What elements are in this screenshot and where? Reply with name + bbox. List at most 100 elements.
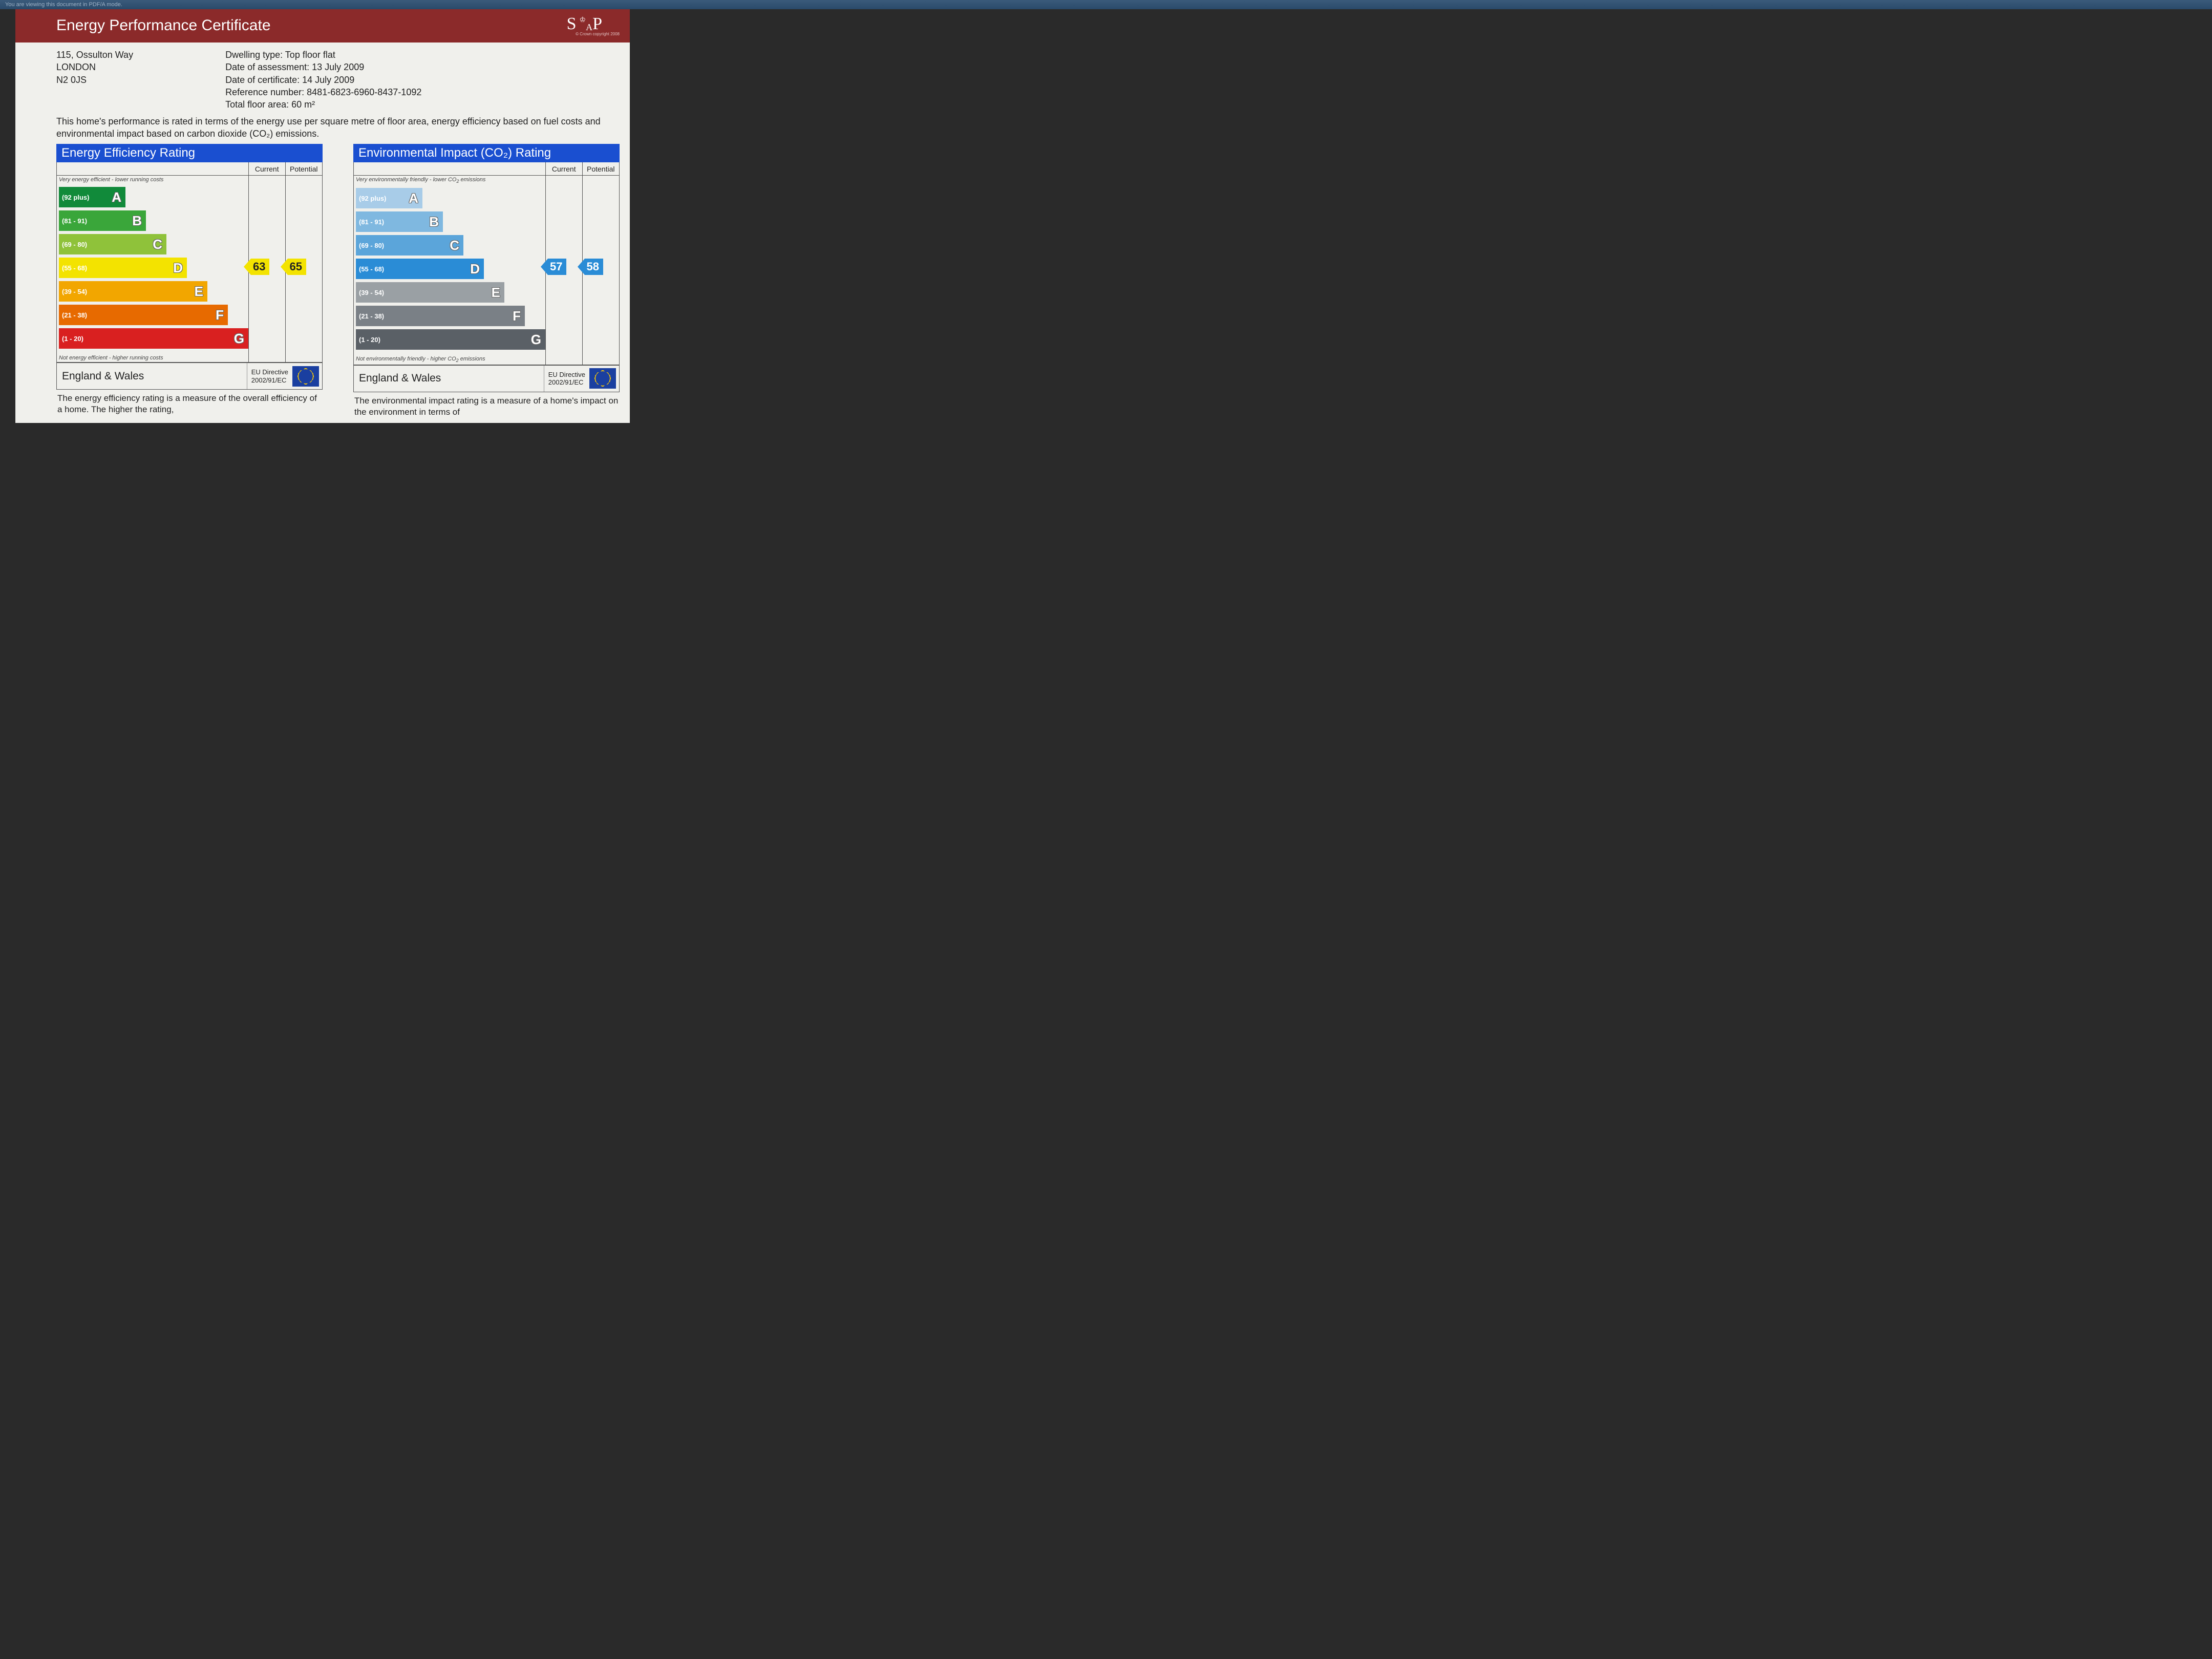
band-D: (55 - 68) D (59, 258, 187, 278)
marker-potential: 58 (578, 259, 603, 275)
band-range: (21 - 38) (59, 311, 87, 319)
energy-chart-title: Energy Efficiency Rating (56, 144, 323, 162)
col-head-current: Current (249, 162, 285, 176)
band-letter: D (470, 261, 480, 277)
eu-flag-icon (589, 368, 616, 389)
property-address: 115, Ossulton Way LONDON N2 0JS (56, 49, 133, 111)
bands-column: Very energy efficient - lower running co… (57, 162, 249, 362)
band-letter: E (492, 285, 500, 301)
band-B: (81 - 91) B (59, 210, 146, 231)
band-letter: D (173, 260, 183, 276)
band-A: (92 plus) A (59, 187, 125, 207)
band-range: (39 - 54) (59, 288, 87, 295)
rating-table: Very energy efficient - lower running co… (56, 162, 323, 363)
chart-footer: England & WalesEU Directive2002/91/EC (57, 363, 322, 389)
address-line3: N2 0JS (56, 74, 133, 86)
env-chart-title: Environmental Impact (CO₂) Rating (353, 144, 620, 162)
info-row: 115, Ossulton Way LONDON N2 0JS Dwelling… (15, 42, 630, 114)
band-range: (1 - 20) (59, 335, 83, 343)
rating-table: Very environmentally friendly - lower CO… (353, 162, 620, 365)
chart-below-text: The environmental impact rating is a mea… (353, 392, 620, 418)
chart-footer: England & WalesEU Directive2002/91/EC (354, 365, 619, 392)
band-letter: G (531, 332, 541, 348)
certificate-date: Date of certificate: 14 July 2009 (225, 74, 421, 86)
col-head-potential: Potential (286, 162, 323, 176)
bands-area: (92 plus) A (81 - 91) B (69 - 80) C (55 - 68) D… (57, 184, 248, 354)
band-F: (21 - 38) F (356, 306, 525, 326)
band-range: (55 - 68) (356, 265, 384, 273)
marker-value-potential: 65 (288, 259, 306, 275)
band-range: (21 - 38) (356, 312, 384, 320)
chart-below-text: The energy efficiency rating is a measur… (56, 390, 323, 415)
band-letter: F (216, 307, 224, 323)
logo-s: S (567, 14, 579, 34)
band-range: (1 - 20) (356, 336, 380, 344)
band-range: (92 plus) (356, 195, 386, 202)
top-label: Very energy efficient - lower running co… (57, 176, 248, 184)
band-letter: B (132, 213, 142, 229)
footer-country: England & Wales (354, 366, 544, 392)
footer-country: England & Wales (57, 363, 247, 389)
band-range: (92 plus) (59, 194, 89, 201)
floor-area: Total floor area: 60 m² (225, 98, 421, 111)
col-potential: Potential 65 (286, 162, 323, 362)
col-head-potential: Potential (583, 162, 620, 176)
marker-current: 57 (541, 259, 566, 275)
bands-area: (92 plus) A (81 - 91) B (69 - 80) C (55 - 68) D… (354, 185, 545, 355)
marker-current: 63 (244, 259, 269, 275)
marker-value-current: 63 (251, 259, 269, 275)
header-bar: Energy Performance Certificate S ♔ A P ©… (15, 9, 630, 42)
band-G: (1 - 20) G (356, 329, 545, 350)
band-range: (55 - 68) (59, 264, 87, 272)
bands-head (354, 162, 545, 176)
assessment-date: Date of assessment: 13 July 2009 (225, 61, 421, 73)
bands-column: Very environmentally friendly - lower CO… (354, 162, 546, 364)
footer-eu: EU Directive2002/91/EC (247, 368, 292, 384)
eu-flag-icon (292, 366, 319, 387)
band-B: (81 - 91) B (356, 211, 443, 232)
band-G: (1 - 20) G (59, 328, 248, 349)
band-letter: A (409, 190, 418, 206)
band-range: (69 - 80) (59, 241, 87, 248)
intro-text: This home's performance is rated in term… (15, 114, 630, 144)
band-range: (81 - 91) (356, 218, 384, 226)
band-letter: B (429, 214, 439, 230)
band-letter: F (513, 308, 521, 324)
reference-number: Reference number: 8481-6823-6960-8437-10… (225, 86, 421, 98)
band-C: (69 - 80) C (59, 234, 166, 254)
energy-chart: Energy Efficiency Rating Very energy effi… (56, 144, 323, 418)
band-range: (81 - 91) (59, 217, 87, 225)
address-line1: 115, Ossulton Way (56, 49, 133, 61)
band-letter: G (234, 331, 244, 347)
charts-row: Energy Efficiency Rating Very energy effi… (15, 144, 630, 418)
pdf-mode-bar: You are viewing this document in PDF/A m… (0, 0, 2212, 9)
band-C: (69 - 80) C (356, 235, 463, 256)
page-title: Energy Performance Certificate (56, 17, 271, 34)
band-A: (92 plus) A (356, 188, 422, 208)
band-D: (55 - 68) D (356, 259, 484, 279)
band-letter: C (153, 237, 162, 252)
col-potential: Potential 58 (583, 162, 620, 364)
marker-value-current: 57 (548, 259, 566, 275)
band-E: (39 - 54) E (356, 282, 504, 303)
certificate-page: Energy Performance Certificate S ♔ A P ©… (15, 9, 630, 423)
footer-eu: EU Directive2002/91/EC (544, 371, 589, 387)
band-letter: C (450, 238, 459, 253)
address-line2: LONDON (56, 61, 133, 73)
col-head-current: Current (546, 162, 582, 176)
top-label: Very environmentally friendly - lower CO… (354, 176, 545, 185)
marker-value-potential: 58 (585, 259, 603, 275)
logo-a: A (586, 22, 594, 33)
property-details: Dwelling type: Top floor flat Date of as… (225, 49, 421, 111)
dwelling-type: Dwelling type: Top floor flat (225, 49, 421, 61)
band-F: (21 - 38) F (59, 305, 228, 325)
band-letter: A (112, 189, 121, 205)
sap-logo: S ♔ A P © Crown copyright 2008 (567, 14, 620, 36)
bot-label: Not environmentally friendly - higher CO… (354, 355, 545, 364)
band-letter: E (195, 284, 203, 300)
band-range: (39 - 54) (356, 289, 384, 296)
env-chart: Environmental Impact (CO₂) Rating Very en… (353, 144, 620, 418)
band-range: (69 - 80) (356, 242, 384, 249)
marker-potential: 65 (281, 259, 306, 275)
band-E: (39 - 54) E (59, 281, 207, 302)
